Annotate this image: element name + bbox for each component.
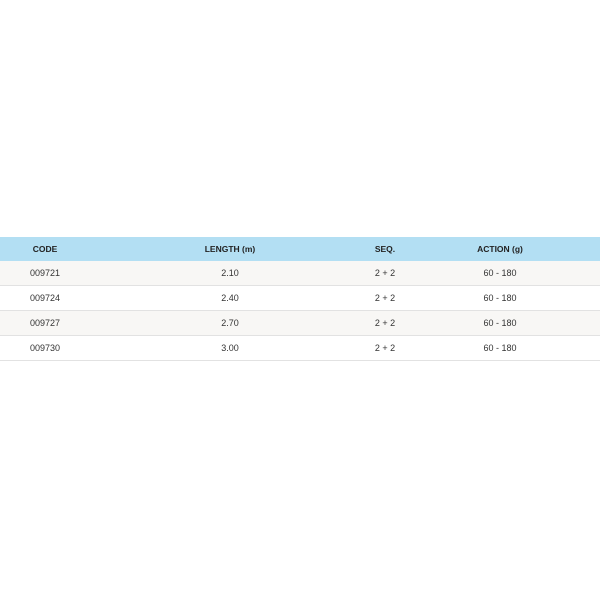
table-row: 009727 2.70 2 + 2 60 - 180 — [0, 310, 600, 336]
cell-code: 009727 — [0, 310, 90, 336]
table-header-row: CODE LENGTH (m) SEQ. ACTION (g) — [0, 237, 600, 261]
header-action: ACTION (g) — [400, 237, 600, 261]
table-row: 009730 3.00 2 + 2 60 - 180 — [0, 335, 600, 361]
product-spec-table: CODE LENGTH (m) SEQ. ACTION (g) 009721 2… — [0, 237, 600, 361]
cell-code: 009724 — [0, 285, 90, 311]
table-row: 009721 2.10 2 + 2 60 - 180 — [0, 261, 600, 286]
cell-length: 3.00 — [90, 335, 370, 361]
cell-code: 009730 — [0, 335, 90, 361]
cell-seq: 2 + 2 — [370, 310, 400, 336]
cell-action: 60 - 180 — [400, 310, 600, 336]
cell-action: 60 - 180 — [400, 335, 600, 361]
cell-seq: 2 + 2 — [370, 285, 400, 311]
cell-length: 2.70 — [90, 310, 370, 336]
cell-action: 60 - 180 — [400, 261, 600, 286]
cell-seq: 2 + 2 — [370, 261, 400, 286]
header-length: LENGTH (m) — [90, 237, 370, 261]
cell-code: 009721 — [0, 261, 90, 286]
cell-length: 2.40 — [90, 285, 370, 311]
cell-seq: 2 + 2 — [370, 335, 400, 361]
cell-length: 2.10 — [90, 261, 370, 286]
table-row: 009724 2.40 2 + 2 60 - 180 — [0, 285, 600, 311]
header-code: CODE — [0, 237, 90, 261]
header-seq: SEQ. — [370, 237, 400, 261]
cell-action: 60 - 180 — [400, 285, 600, 311]
